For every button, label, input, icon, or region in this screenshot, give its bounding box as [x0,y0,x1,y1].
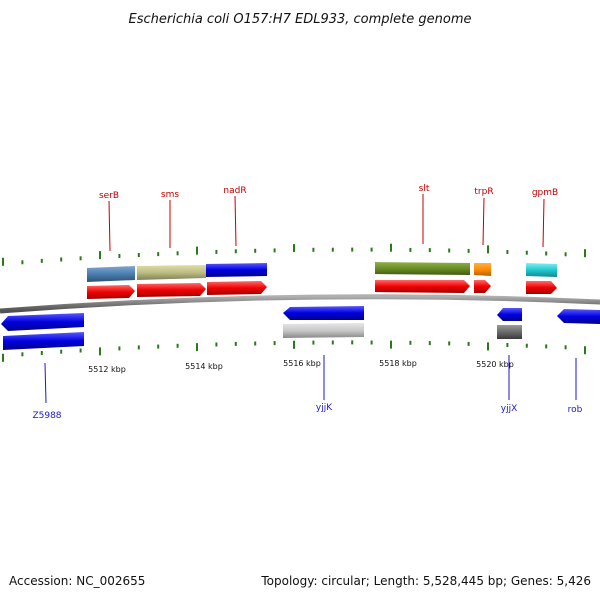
rob-gene-arrow[interactable] [557,309,600,324]
top-gene-labels: serB sms nadR slt trpR gpmB [99,184,558,252]
outer-tick-marks [2,243,586,266]
gene-label-sms[interactable]: sms [161,190,179,200]
gene-label-rob[interactable]: rob [568,405,583,415]
kbp-label: 5518 kbp [379,359,417,368]
sms-cds-arrow[interactable] [137,283,206,297]
kbp-label: 5514 kbp [185,362,223,371]
slt-gene-bar[interactable] [375,262,470,275]
accession-text: Accession: NC_002655 [9,574,145,588]
gene-label-yjjK[interactable]: yjjK [316,403,333,413]
position-labels: 5512 kbp 5514 kbp 5516 kbp 5518 kbp 5520… [88,359,514,374]
kbp-label: 5516 kbp [283,359,321,368]
kbp-label: 5520 kbp [476,360,514,369]
genome-summary-text: Topology: circular; Length: 5,528,445 bp… [260,574,591,588]
Z5988-gene-arrow-2[interactable] [3,332,84,350]
yjjX-cds-bar[interactable] [497,325,522,339]
trpR-cds-arrow[interactable] [474,280,491,293]
gpmB-gene-bar[interactable] [526,263,557,277]
gpmB-cds-arrow[interactable] [526,281,557,294]
gene-label-Z5988[interactable]: Z5988 [32,411,61,421]
inner-tick-marks [2,340,586,362]
trpR-gene-bar[interactable] [474,263,491,276]
forward-features [87,262,557,299]
serB-cds-arrow[interactable] [87,285,135,299]
serB-gene-bar[interactable] [87,266,135,282]
gene-label-slt[interactable]: slt [419,184,430,194]
gene-label-nadR[interactable]: nadR [223,186,246,196]
slt-cds-arrow[interactable] [375,280,470,293]
yjjK-cds-bar[interactable] [283,323,364,338]
nadR-gene-bar[interactable] [206,263,267,277]
gene-label-yjjX[interactable]: yjjX [501,404,518,414]
nadR-cds-arrow[interactable] [207,281,267,295]
gene-label-trpR[interactable]: trpR [474,187,493,197]
genome-backbone [0,294,600,314]
reverse-features [1,306,600,350]
Z5988-gene-arrow-1[interactable] [1,313,84,331]
genome-title: Escherichia coli O157:H7 EDL933, complet… [129,12,472,27]
sms-gene-bar[interactable] [137,265,206,280]
bottom-gene-labels: Z5988 yjjK yjjX rob [32,355,583,421]
yjjK-gene-arrow[interactable] [283,306,364,320]
gene-label-gpmB[interactable]: gpmB [532,188,558,198]
yjjX-gene-arrow[interactable] [497,308,522,321]
gene-label-serB[interactable]: serB [99,191,119,201]
kbp-label: 5512 kbp [88,365,126,374]
